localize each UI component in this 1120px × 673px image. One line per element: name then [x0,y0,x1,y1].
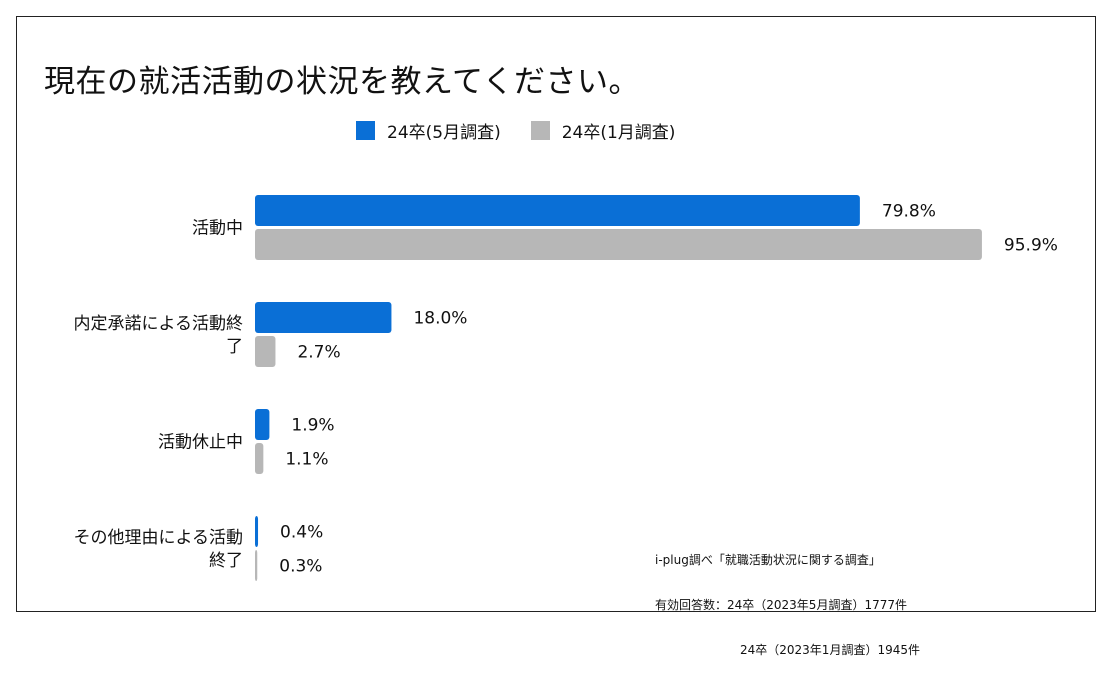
legend-swatch-january [530,121,550,140]
chart-frame [16,16,1096,612]
legend-swatch-may [356,121,375,140]
source-note: i-plug調べ「就職活動状況に関する調査」 有効回答数：24卒（2023年5月… [655,523,920,673]
category-label: 内定承諾による活動終 [74,314,244,334]
data-label: 1.1% [285,450,328,470]
legend-item-may: 24卒(5月調査) [356,118,501,143]
source-line-3: 24卒（2023年1月調査）1945件 [740,643,920,657]
category-label: 活動休止中 [158,433,243,453]
bar-january [255,550,258,581]
category-label: 終了 [209,551,243,571]
category-label: 活動中 [192,219,243,239]
data-label: 0.4% [280,523,323,543]
bar-may [255,302,392,333]
bar-may [255,195,860,226]
legend-label-january: 24卒(1月調査) [561,123,676,143]
category-label: その他理由による活動 [74,528,244,548]
legend-item-january: 24卒(1月調査) [530,118,676,143]
data-label: 79.8% [882,202,936,222]
data-label: 0.3% [279,557,322,577]
bar-may [255,516,259,547]
legend-label-may: 24卒(5月調査) [387,123,501,143]
data-label: 95.9% [1004,236,1058,256]
source-line-2: 有効回答数：24卒（2023年5月調査）1777件 [655,598,907,612]
category-label: 了 [226,337,243,357]
data-label: 18.0% [413,309,467,329]
data-label: 1.9% [291,416,334,436]
source-line-1: i-plug調べ「就職活動状況に関する調査」 [655,553,881,567]
legend: 24卒(5月調査) 24卒(1月調査) [356,118,675,143]
bar-january [255,443,264,474]
bar-january [255,336,276,367]
chart-title: 現在の就活活動の状況を教えてください。 [44,64,641,100]
data-label: 2.7% [297,343,340,363]
bar-january [255,229,982,260]
bar-may [255,409,270,440]
